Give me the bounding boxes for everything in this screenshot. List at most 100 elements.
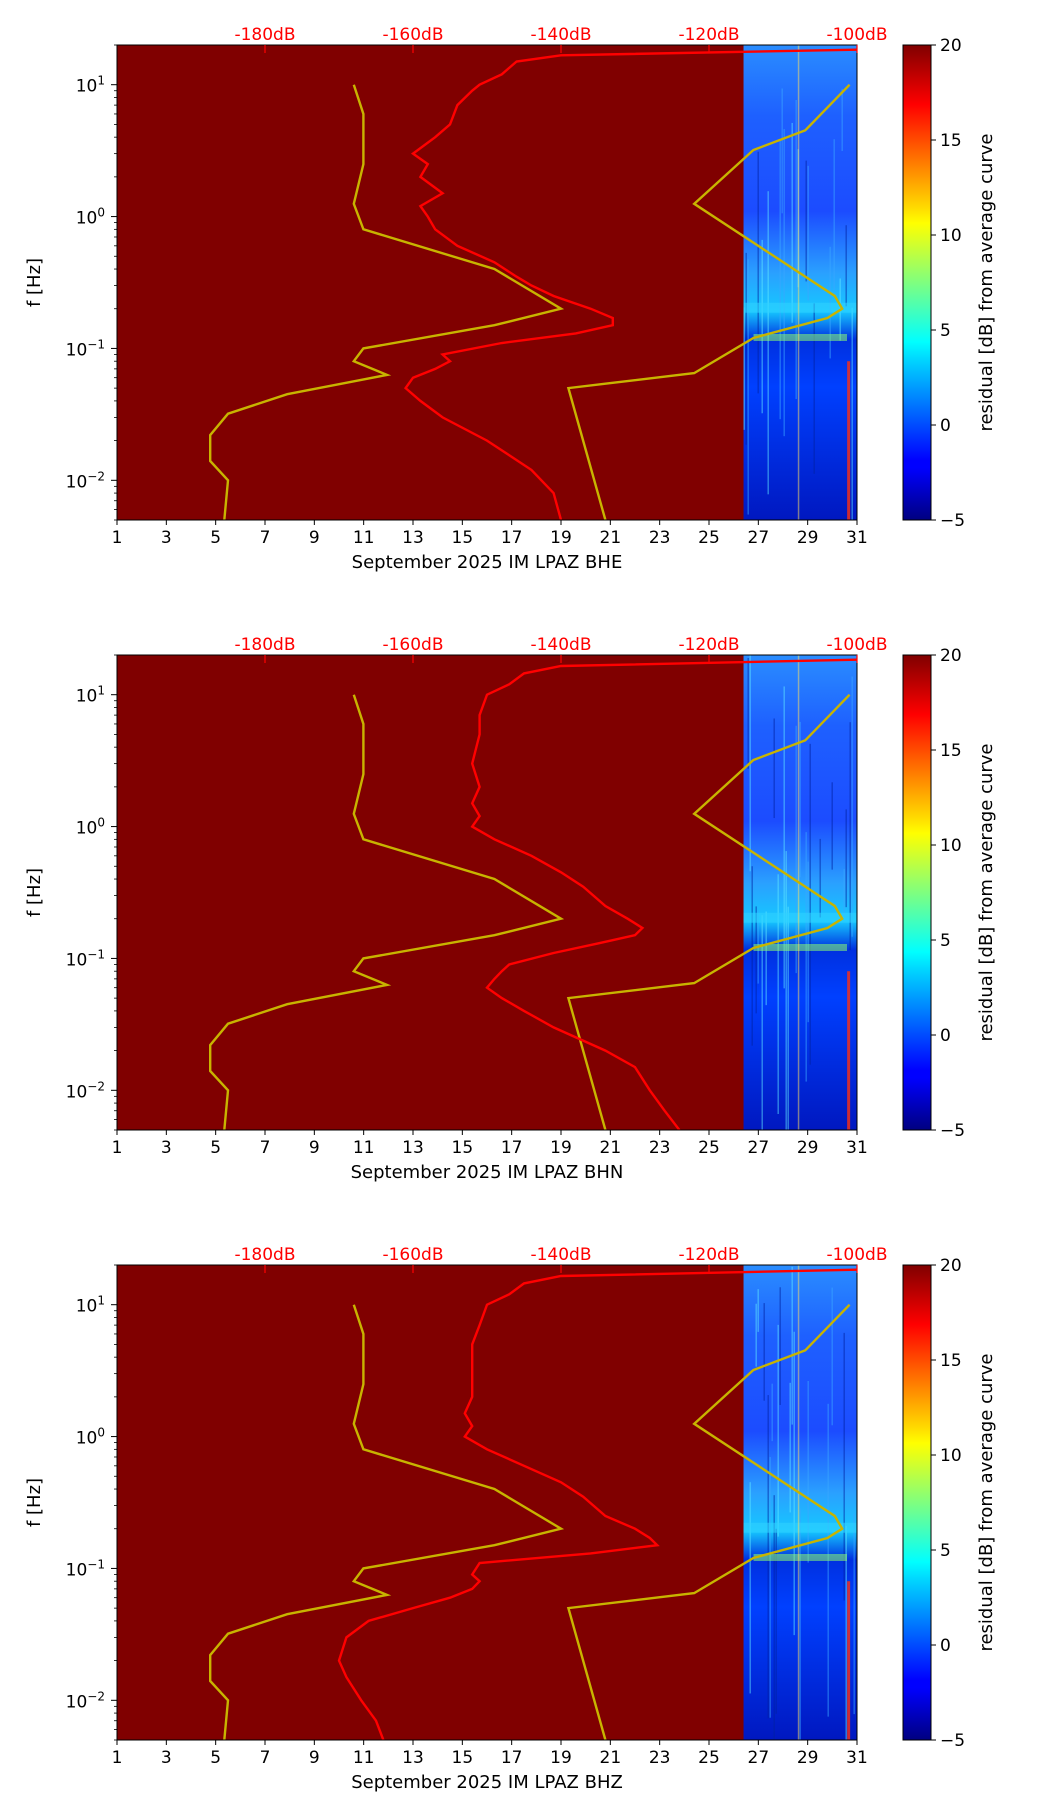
y-axis-label: f [Hz] [24,1478,45,1527]
y-axis-label: f [Hz] [24,868,45,917]
axes-frame [116,44,858,521]
spectrogram-streak [747,259,749,515]
x-tick-label: 31 [846,1748,868,1768]
curves [209,658,857,1130]
x-tick-label: 5 [210,528,221,548]
axes-frame [116,654,858,1131]
spectrogram-streak [845,1525,847,1740]
x-tick-label: 15 [452,1748,474,1768]
x-tick-label: 13 [402,1748,424,1768]
spectrogram-band [753,1553,847,1561]
spectrogram-streak [763,1303,765,1401]
noise-model-low-line [209,84,565,520]
x-tick-label: 15 [452,528,474,548]
top-tick-label: -120dB [678,1245,739,1265]
spectrogram-hot-line [847,1581,851,1740]
spectrogram-streak [783,686,785,989]
x-tick-label: 3 [161,528,172,548]
x-tick-label: 31 [846,1138,868,1158]
colorbar-label: residual [dB] from average curve [976,1353,997,1651]
x-tick-label: 11 [353,528,375,548]
spectrogram-streak [755,1303,757,1367]
median-psd-line [470,658,857,1130]
x-tick-label: 21 [600,528,622,548]
y-tick-label: 10−2 [66,469,105,492]
spectrogram-streak [793,1331,795,1636]
x-tick-label: 1 [112,1138,123,1158]
y-tick-label: 101 [76,1294,105,1317]
spectrogram-streak [785,851,787,1130]
spectrogram-streak [787,906,789,1130]
plot-area [117,1265,857,1740]
spectrogram-streak [751,866,753,1046]
top-tick-label: -120dB [678,635,739,655]
y-tick-label: 100 [76,816,105,839]
x-tick-label: 9 [309,1138,320,1158]
colorbar-tick-label: 15 [940,741,962,761]
noise-model-high-line [566,693,851,1130]
colorbar [902,654,932,1131]
x-tick-label: 13 [402,1138,424,1158]
spectrogram-hot-line [797,655,800,1130]
spectrogram-band [743,912,857,923]
spectrogram-band [753,943,847,951]
x-tick-label: 13 [402,528,424,548]
spectrogram-streak [771,1383,773,1442]
x-tick-label: 7 [260,528,271,548]
spectrogram-streak [799,721,801,878]
x-tick-label: 5 [210,1138,221,1158]
spectrogram-band [753,333,847,341]
noise-model-high-line [566,1303,851,1740]
spectrogram-streak [757,1289,759,1332]
spectrogram-streak [747,657,749,769]
top-tick-label: -100dB [826,635,887,655]
x-tick-label: 29 [797,528,819,548]
x-tick-label: 7 [260,1138,271,1158]
colorbar-tick-label: 0 [940,1026,951,1046]
colorbar-tick-label: 15 [940,1351,962,1371]
spectrogram-streak [779,1287,781,1405]
x-tick-label: 17 [501,1748,523,1768]
x-tick-label: 27 [748,1138,770,1158]
x-tick-label: 11 [353,1138,375,1158]
spectrogram [743,45,857,520]
x-tick-label: 21 [600,1748,622,1768]
spectrogram-streak [777,874,779,1114]
spectrogram-streak [845,809,847,908]
x-tick-label: 5 [210,1748,221,1768]
spectrogram-streak [767,191,769,495]
x-tick-label: 27 [748,528,770,548]
x-tick-label: 27 [748,1748,770,1768]
spectrogram-streak [807,1380,809,1563]
y-tick-label: 101 [76,74,105,97]
spectrogram-streak [779,140,781,420]
spectrogram-band [743,1522,857,1533]
top-tick-label: -140dB [530,635,591,655]
plot-area [117,655,857,1130]
spectrogram-streak [805,160,807,282]
top-tick-label: -160dB [382,1245,443,1265]
x-tick-label: 29 [797,1748,819,1768]
spectrogram-streak [809,743,811,1065]
x-tick-label: 25 [698,1748,720,1768]
x-tick-label: 19 [550,1138,572,1158]
spectrogram-streak [777,1324,779,1537]
axes-frame [116,1264,858,1741]
y-axis-label: f [Hz] [24,258,45,307]
x-tick-label: 19 [550,528,572,548]
y-tick-label: 10−1 [66,1557,105,1580]
spectrogram-streak [851,676,853,937]
x-tick-label: 21 [600,1138,622,1158]
spectrogram-streak [851,307,853,520]
top-tick-label: -100dB [826,1245,887,1265]
spectrogram-streak [743,307,745,430]
colorbar [902,1264,932,1741]
x-axis-label: September 2025 IM LPAZ BHE [352,552,623,573]
spectrogram-streak [757,151,759,394]
spectrogram-streak [843,1332,845,1601]
x-tick-label: 17 [501,1138,523,1158]
spectrogram-hot-line [797,1265,800,1740]
colorbar-label: residual [dB] from average curve [976,133,997,431]
